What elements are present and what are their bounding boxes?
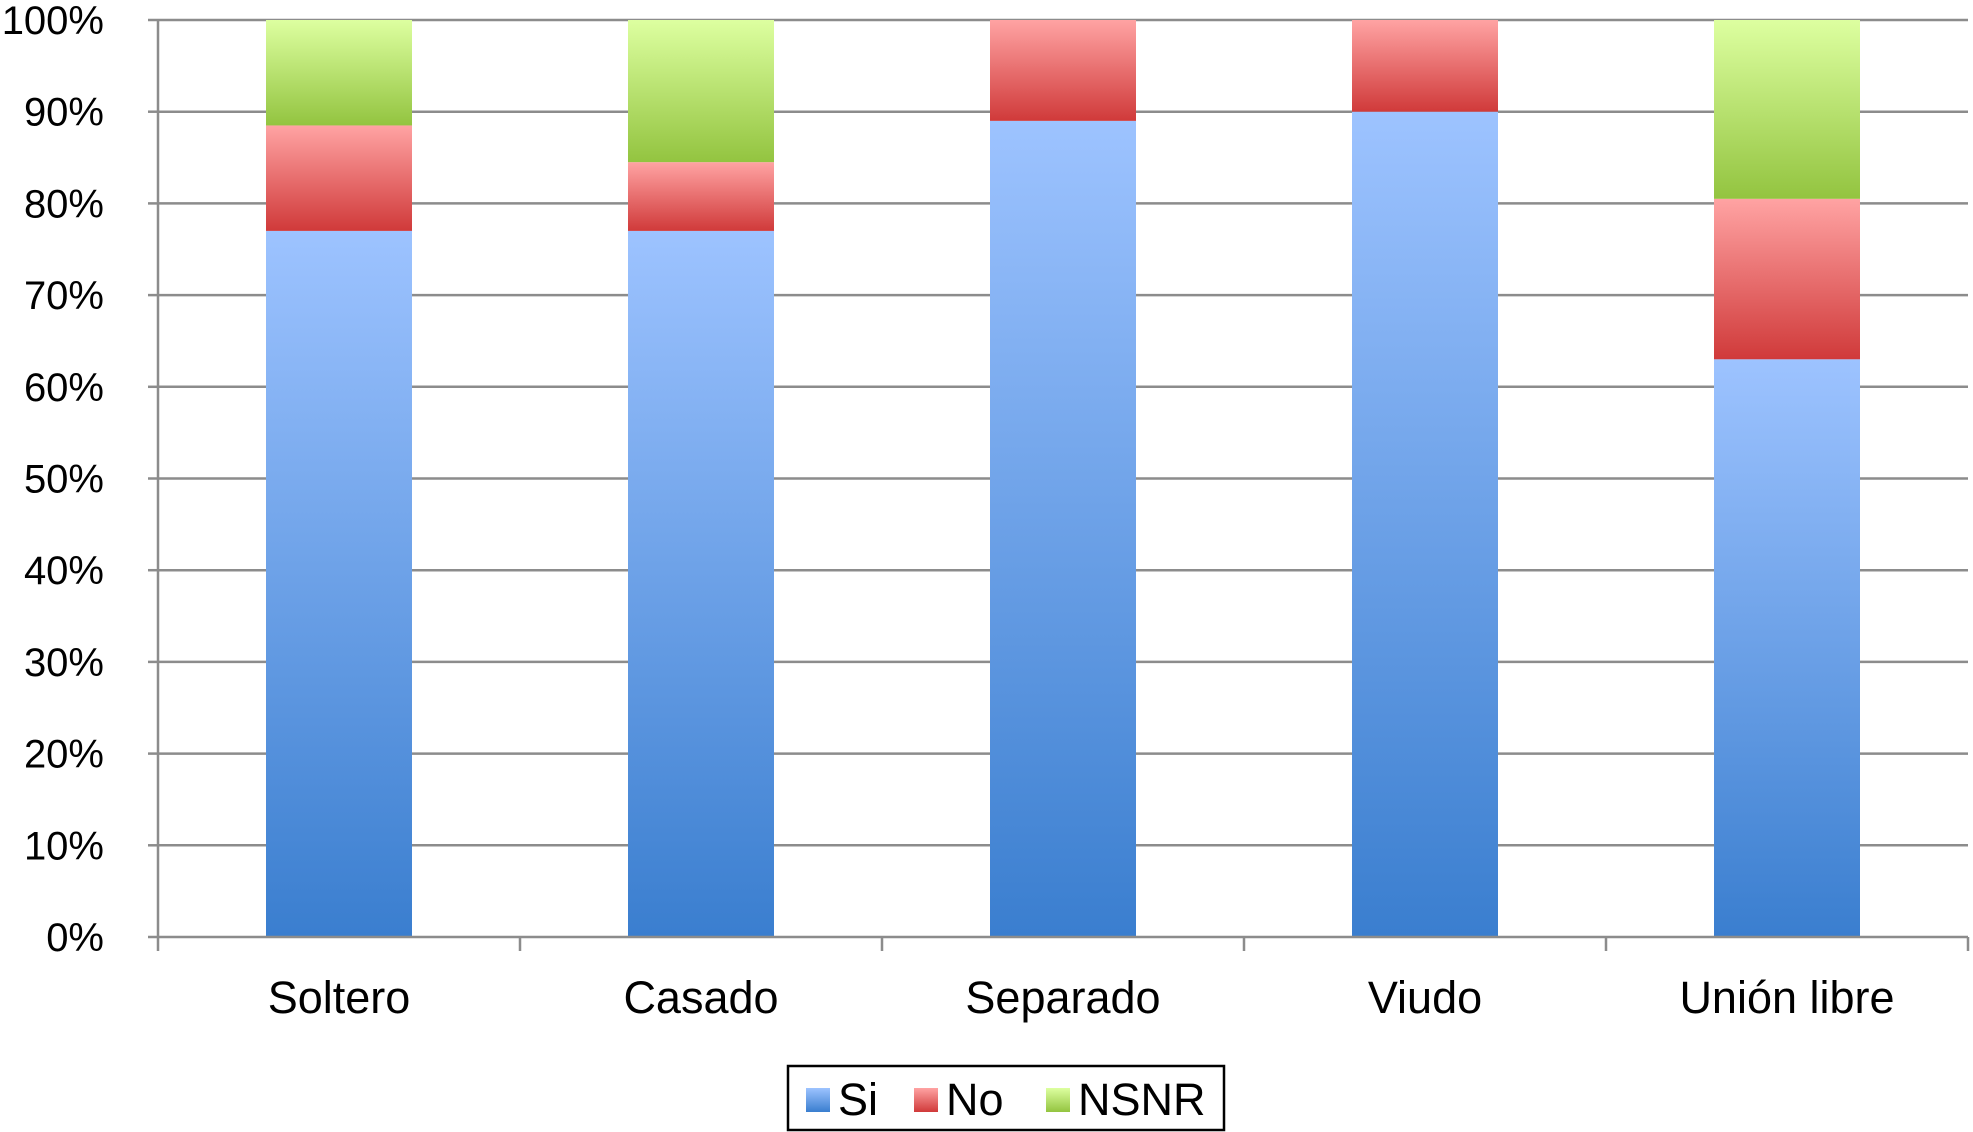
legend-label-nsnr: NSNR (1078, 1074, 1206, 1125)
bar-segment-no (628, 162, 774, 231)
legend-box (786, 1064, 1226, 1132)
bar-segment-no (266, 125, 412, 231)
y-tick-label: 0% (46, 916, 104, 960)
y-tick-label: 80% (24, 182, 104, 226)
x-category-label: Unión libre (1679, 972, 1894, 1023)
bar-segment-si (266, 230, 412, 937)
y-tick-label: 70% (24, 274, 104, 318)
legend-swatch-nsnr (1046, 1088, 1070, 1112)
legend-swatch-no (914, 1088, 938, 1112)
y-tick-label: 40% (24, 549, 104, 593)
bars (266, 20, 1860, 938)
y-tick-labels: 0% 10% 20% 30% 40% 50% 60% 70% 80% 90% 100% (2, 0, 104, 960)
x-category-label: Separado (965, 972, 1160, 1023)
bar-segment-si (628, 230, 774, 937)
x-category-label: Viudo (1368, 972, 1482, 1023)
y-tick-label: 90% (24, 91, 104, 135)
bar-segment-no (1352, 20, 1498, 112)
bar-segment-no (990, 20, 1136, 121)
y-tick-label: 10% (24, 824, 104, 868)
bar-segment-si (990, 120, 1136, 938)
bar-segment-nsnr (266, 20, 412, 126)
x-category-labels: Soltero Casado Separado Viudo Unión libre (268, 972, 1895, 1023)
legend-label-si: Si (838, 1074, 878, 1125)
y-tick-label: 50% (24, 458, 104, 502)
bar-segment-nsnr (1714, 20, 1860, 199)
legend: Si No NSNR (786, 1064, 1226, 1132)
axes (148, 18, 1970, 951)
legend-label-no: No (946, 1074, 1004, 1125)
y-tick-label: 20% (24, 733, 104, 777)
legend-swatch-si (806, 1088, 830, 1112)
bar-segment-si (1714, 359, 1860, 937)
bar-segment-si (1352, 111, 1498, 937)
x-category-label: Soltero (268, 972, 411, 1023)
bar-segment-nsnr (628, 20, 774, 163)
x-category-label: Casado (623, 972, 778, 1023)
y-tick-label: 30% (24, 641, 104, 685)
y-tick-label: 60% (24, 366, 104, 410)
bar-segment-no (1714, 198, 1860, 360)
y-tick-label: 100% (2, 0, 104, 43)
